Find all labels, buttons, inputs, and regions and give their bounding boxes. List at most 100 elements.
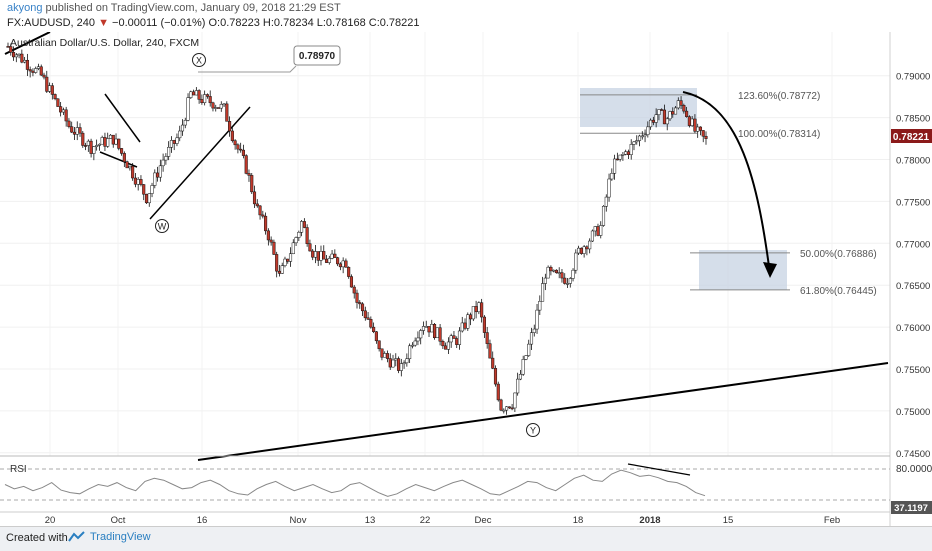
candle-body xyxy=(203,94,207,104)
trendline-top-left[interactable] xyxy=(4,32,51,55)
channel-line-lower[interactable] xyxy=(99,151,138,168)
candle-body xyxy=(421,326,426,331)
arrow-head xyxy=(763,262,777,278)
candle-body xyxy=(698,126,703,131)
wave-label-circle[interactable] xyxy=(526,423,540,437)
candle-body xyxy=(679,100,683,106)
candle-body xyxy=(272,241,276,255)
candle-body xyxy=(186,97,190,121)
fib-level-label: 61.80%(0.76445) xyxy=(800,286,877,297)
candle-body xyxy=(344,260,348,268)
candle-body xyxy=(103,137,107,147)
candle-body xyxy=(117,138,121,149)
candle-body xyxy=(446,341,450,350)
candle-body xyxy=(460,322,464,332)
candle-body xyxy=(164,156,168,161)
y-tick-label: 0.75500 xyxy=(896,365,930,376)
candle-body xyxy=(507,406,511,409)
candle-body xyxy=(11,52,16,58)
candle-body xyxy=(136,179,140,185)
y-tick-label: 0.78000 xyxy=(896,156,930,167)
candle-body xyxy=(496,383,500,401)
candle-body xyxy=(180,124,185,132)
candle-body xyxy=(399,363,403,371)
candle-body xyxy=(391,359,395,368)
callout-box[interactable] xyxy=(293,45,341,66)
candle-body xyxy=(405,358,409,364)
projection-arrow[interactable] xyxy=(682,91,771,275)
wave-label: W xyxy=(158,222,167,232)
candle-body xyxy=(17,53,21,56)
candle-body xyxy=(513,392,517,409)
candle-body xyxy=(258,205,262,216)
candle-body xyxy=(560,272,564,279)
open-value: O:0.78223 xyxy=(208,17,260,29)
candle-body xyxy=(610,173,614,180)
candle-body xyxy=(20,53,24,63)
y-tick-label: 0.77000 xyxy=(896,239,930,250)
candle-body xyxy=(45,76,49,92)
candle-body xyxy=(142,184,146,195)
rsi-divergence-line[interactable] xyxy=(627,463,691,476)
candle-body xyxy=(541,283,545,302)
candle-body xyxy=(665,118,669,125)
wave-label-circle[interactable] xyxy=(192,53,206,67)
published-text: published on TradingView.com, January 09… xyxy=(45,2,341,14)
channel-line-upper[interactable] xyxy=(104,93,141,143)
x-tick-label: Dec xyxy=(475,515,492,526)
candle-body xyxy=(280,265,284,274)
candle-body xyxy=(211,102,215,109)
y-tick-label: 0.79000 xyxy=(896,72,930,83)
candle-body xyxy=(34,68,38,73)
candle-body xyxy=(120,148,124,154)
candle-body xyxy=(521,359,525,375)
candle-body xyxy=(111,134,115,145)
wave-label: X xyxy=(196,56,202,66)
candle-body xyxy=(491,357,495,369)
candle-body xyxy=(557,272,561,274)
candle-body xyxy=(466,314,470,329)
long-support-line[interactable] xyxy=(197,362,889,461)
price-chart[interactable]: 123.60%(0.78772) 100.00%(0.78314) 50.00%(0… xyxy=(0,32,932,526)
candle-body xyxy=(643,134,647,137)
candle-body xyxy=(225,103,229,122)
x-tick-label: 18 xyxy=(573,515,584,526)
wave-label-circle[interactable] xyxy=(155,219,169,233)
candle-body xyxy=(590,230,594,242)
candle-body xyxy=(568,278,572,284)
candle-body xyxy=(455,338,459,345)
candle-body xyxy=(288,253,293,262)
candle-body xyxy=(637,135,642,141)
candle-body xyxy=(385,353,390,359)
down-arrow-icon: ▼ xyxy=(98,17,109,29)
candle-body xyxy=(158,165,162,178)
candle-body xyxy=(427,326,431,333)
candle-body xyxy=(122,153,126,162)
candle-body xyxy=(607,178,611,198)
y-tick-label: 0.74500 xyxy=(896,449,930,460)
candle-body xyxy=(538,301,542,311)
x-tick-label: Nov xyxy=(290,515,307,526)
wedge-trendline[interactable] xyxy=(149,106,251,220)
candle-body xyxy=(214,107,218,109)
candle-body xyxy=(582,246,586,254)
candle-body xyxy=(56,98,60,107)
candle-body xyxy=(283,258,287,266)
rsi-label: RSI xyxy=(10,464,27,475)
candle-body xyxy=(687,116,691,126)
author-link[interactable]: akyong xyxy=(7,2,43,14)
tradingview-brand[interactable]: TradingView xyxy=(68,531,151,543)
candle-body xyxy=(233,140,237,146)
fib-level-label: 50.00%(0.76886) xyxy=(800,249,877,260)
candle-body xyxy=(208,96,212,104)
candle-body xyxy=(474,306,478,313)
candle-body xyxy=(543,277,547,284)
created-with-text: Created with xyxy=(6,532,68,544)
candle-body xyxy=(216,107,221,109)
candle-body xyxy=(441,340,445,347)
candle-body xyxy=(286,258,290,262)
candle-body xyxy=(31,70,35,73)
candle-body xyxy=(696,126,700,132)
candle-body xyxy=(654,114,658,123)
candle-body xyxy=(106,138,110,147)
